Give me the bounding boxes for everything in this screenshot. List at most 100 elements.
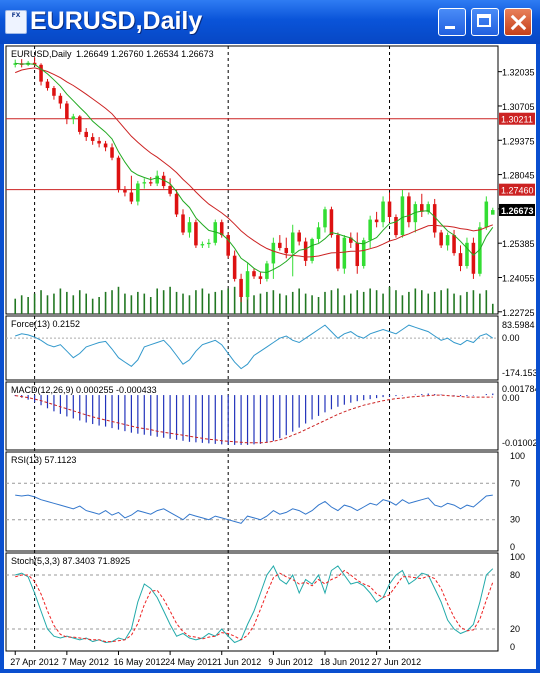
- stoch-axis-label: 0: [510, 642, 515, 652]
- candle-body: [239, 278, 243, 297]
- candle-body: [148, 182, 153, 184]
- candle-body: [52, 88, 56, 96]
- pane-macd-border: [5, 381, 499, 451]
- time-tick-label: 27 Apr 2012: [10, 657, 59, 667]
- chart-svg[interactable]: 1.30211 1.27460 1.32035 1.30705 1.29375 1.280…: [4, 44, 540, 669]
- candle-body: [374, 219, 379, 223]
- candle-body: [77, 116, 82, 132]
- candle-body: [387, 201, 392, 218]
- candle-body: [219, 222, 224, 236]
- candle-body: [265, 263, 269, 279]
- force-line: [15, 324, 494, 370]
- candle-body: [65, 103, 69, 119]
- macd-axis-label: 0.001784: [502, 384, 536, 394]
- macd-label: MACD(12,26,9) 0.000255 -0.000433: [11, 385, 157, 395]
- candle-body: [426, 204, 431, 212]
- candle-body: [110, 147, 114, 158]
- candle-body: [484, 201, 489, 228]
- candle-body: [58, 95, 63, 104]
- candle-body: [432, 204, 437, 233]
- candle-body: [413, 204, 418, 223]
- time-tick-label: 18 Jun 2012: [320, 657, 370, 667]
- candle-body: [368, 219, 372, 241]
- candle-body: [194, 222, 198, 246]
- price-tick-label: 1.24055: [502, 274, 535, 284]
- price-tick-label: 1.32035: [502, 68, 535, 78]
- candle-body: [97, 140, 101, 144]
- candle-body: [123, 189, 127, 193]
- candle-body: [226, 235, 230, 256]
- candle-body: [232, 255, 237, 279]
- stoch-label: Stoch(5,3,3) 87.3403 71.8925: [11, 556, 130, 566]
- symbol-label: EURUSD,Daily: [11, 49, 72, 59]
- candle-body: [13, 63, 18, 65]
- candle-body: [445, 235, 450, 246]
- rsi-axis-label: 70: [510, 478, 520, 488]
- candle-body: [342, 237, 347, 269]
- candle-body: [452, 235, 456, 254]
- rsi-axis-label: 30: [510, 515, 520, 525]
- candle-body: [471, 242, 476, 274]
- candle-body: [278, 242, 282, 248]
- force-label: Force(13) 0.2152: [11, 319, 80, 329]
- candle-body: [316, 227, 321, 239]
- force-axis-label: -174.153: [502, 368, 536, 378]
- hline-price-tag-0: [499, 112, 535, 125]
- candle-body: [207, 242, 211, 245]
- pane-rsi-border: [5, 451, 499, 552]
- time-tick-label: 27 Jun 2012: [372, 657, 422, 667]
- rsi-line: [15, 494, 493, 524]
- candle-body: [381, 201, 385, 223]
- current-price-label: 1.26673: [501, 206, 534, 216]
- macd-axis-label: -0.01002: [502, 438, 536, 448]
- pane-main-border: [5, 45, 499, 315]
- candle-body: [323, 209, 327, 228]
- candle-body: [400, 196, 405, 236]
- candle-body: [290, 232, 295, 254]
- price-tick-label: 1.29375: [502, 136, 535, 146]
- hline-price-label-0: 1.30211: [501, 115, 533, 125]
- pane-stoch-border: [5, 552, 499, 652]
- time-tick-label: 9 Jun 2012: [268, 657, 313, 667]
- maximize-button[interactable]: [471, 8, 499, 36]
- candle-body: [271, 242, 276, 264]
- candle-body: [116, 157, 121, 190]
- candle-body: [329, 209, 334, 236]
- candle-body: [71, 116, 76, 119]
- price-tick-label: 1.28045: [502, 171, 535, 181]
- pane-force-border: [5, 315, 499, 381]
- candle-body: [478, 227, 482, 274]
- candle-body: [394, 217, 398, 236]
- stoch-axis-label: 80: [510, 570, 520, 580]
- candle-body: [355, 242, 360, 267]
- candle-body: [349, 237, 353, 243]
- candle-body: [155, 175, 159, 184]
- window-title: EURUSD,Daily: [30, 7, 203, 35]
- candle-body: [90, 137, 95, 141]
- rsi-axis-label: 0: [510, 542, 515, 552]
- candle-body: [465, 242, 469, 267]
- stoch-main-line: [15, 565, 494, 644]
- close-button[interactable]: [504, 8, 532, 36]
- ma-slow-line: [15, 67, 493, 258]
- candle-body: [187, 222, 192, 233]
- minimize-button[interactable]: [438, 8, 466, 36]
- candle-body: [181, 214, 185, 233]
- candle-body: [129, 192, 134, 202]
- candle-body: [39, 64, 43, 82]
- candle-body: [284, 247, 289, 254]
- candle-body: [458, 253, 463, 267]
- rsi-label: RSI(13) 57.1123: [11, 455, 76, 465]
- candle-body: [252, 271, 256, 277]
- candle-body: [168, 186, 172, 194]
- ohlc-label: 1.26649 1.26760 1.26534 1.26673: [76, 49, 214, 59]
- stoch-axis-label: 100: [510, 552, 525, 562]
- candle-body: [303, 241, 308, 261]
- time-tick-label: 1 Jun 2012: [217, 657, 262, 667]
- candle-body: [361, 240, 366, 267]
- title-bar[interactable]: FX EURUSD,Daily: [0, 0, 540, 44]
- time-tick-label: 7 May 2012: [62, 657, 109, 667]
- candle-body: [258, 276, 263, 279]
- chart-client-area[interactable]: 1.30211 1.27460 1.32035 1.30705 1.29375 1.280…: [4, 44, 540, 669]
- candle-body: [490, 210, 495, 215]
